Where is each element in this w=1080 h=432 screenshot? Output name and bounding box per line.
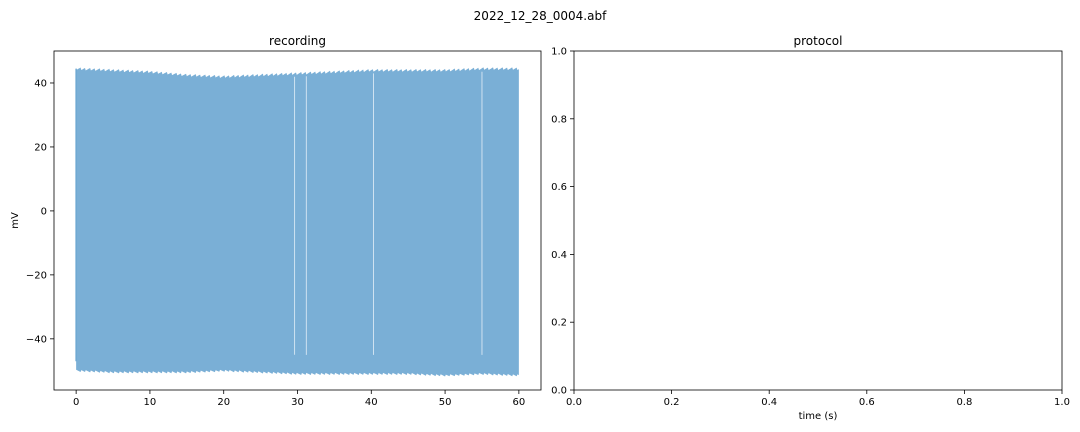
- x-tick-label: 0.8: [956, 397, 972, 408]
- x-axis-label: time (s): [799, 411, 838, 422]
- x-tick-label: 10: [144, 397, 157, 408]
- recording-title: recording: [269, 34, 326, 48]
- recording-axes: 0 10 20 30 40 50 60 −40 −20 0 20 40 recording mV: [10, 34, 542, 408]
- y-tick-label: 0.6: [551, 182, 567, 193]
- y-tick-label: −20: [26, 270, 47, 281]
- x-tick-label: 30: [291, 397, 304, 408]
- figure-title: 2022_12_28_0004.abf: [474, 9, 607, 23]
- x-tick-label: 40: [365, 397, 378, 408]
- x-tick-label: 0.2: [664, 397, 680, 408]
- protocol-axes: 0.0 0.2 0.4 0.6 0.8 1.0 0.0 0.2 0.4 0.6 0.8 1.0 prot…: [551, 34, 1070, 422]
- y-tick-label: 0.4: [551, 250, 567, 261]
- y-tick-label: 20: [34, 142, 47, 153]
- y-tick-label: −40: [26, 334, 47, 345]
- recording-plot-area: [75, 67, 519, 377]
- recording-trace: [76, 67, 519, 377]
- x-tick-label: 0.0: [566, 397, 582, 408]
- x-tick-label: 20: [217, 397, 230, 408]
- y-axis-label: mV: [10, 212, 21, 229]
- y-tick-label: 40: [34, 78, 47, 89]
- x-tick-label: 50: [439, 397, 452, 408]
- y-tick-label: 0.2: [551, 318, 567, 329]
- x-tick-label: 0.6: [859, 397, 875, 408]
- protocol-frame: [573, 50, 1063, 391]
- y-tick-label: 0.8: [551, 114, 567, 125]
- x-tick-label: 0.4: [761, 397, 777, 408]
- y-tick-label: 0.0: [551, 386, 567, 397]
- x-tick-label: 0: [73, 397, 79, 408]
- x-tick-label: 1.0: [1054, 397, 1070, 408]
- y-tick-label: 0: [41, 206, 47, 217]
- x-tick-label: 60: [512, 397, 525, 408]
- y-tick-label: 1.0: [551, 47, 567, 58]
- protocol-title: protocol: [794, 34, 843, 48]
